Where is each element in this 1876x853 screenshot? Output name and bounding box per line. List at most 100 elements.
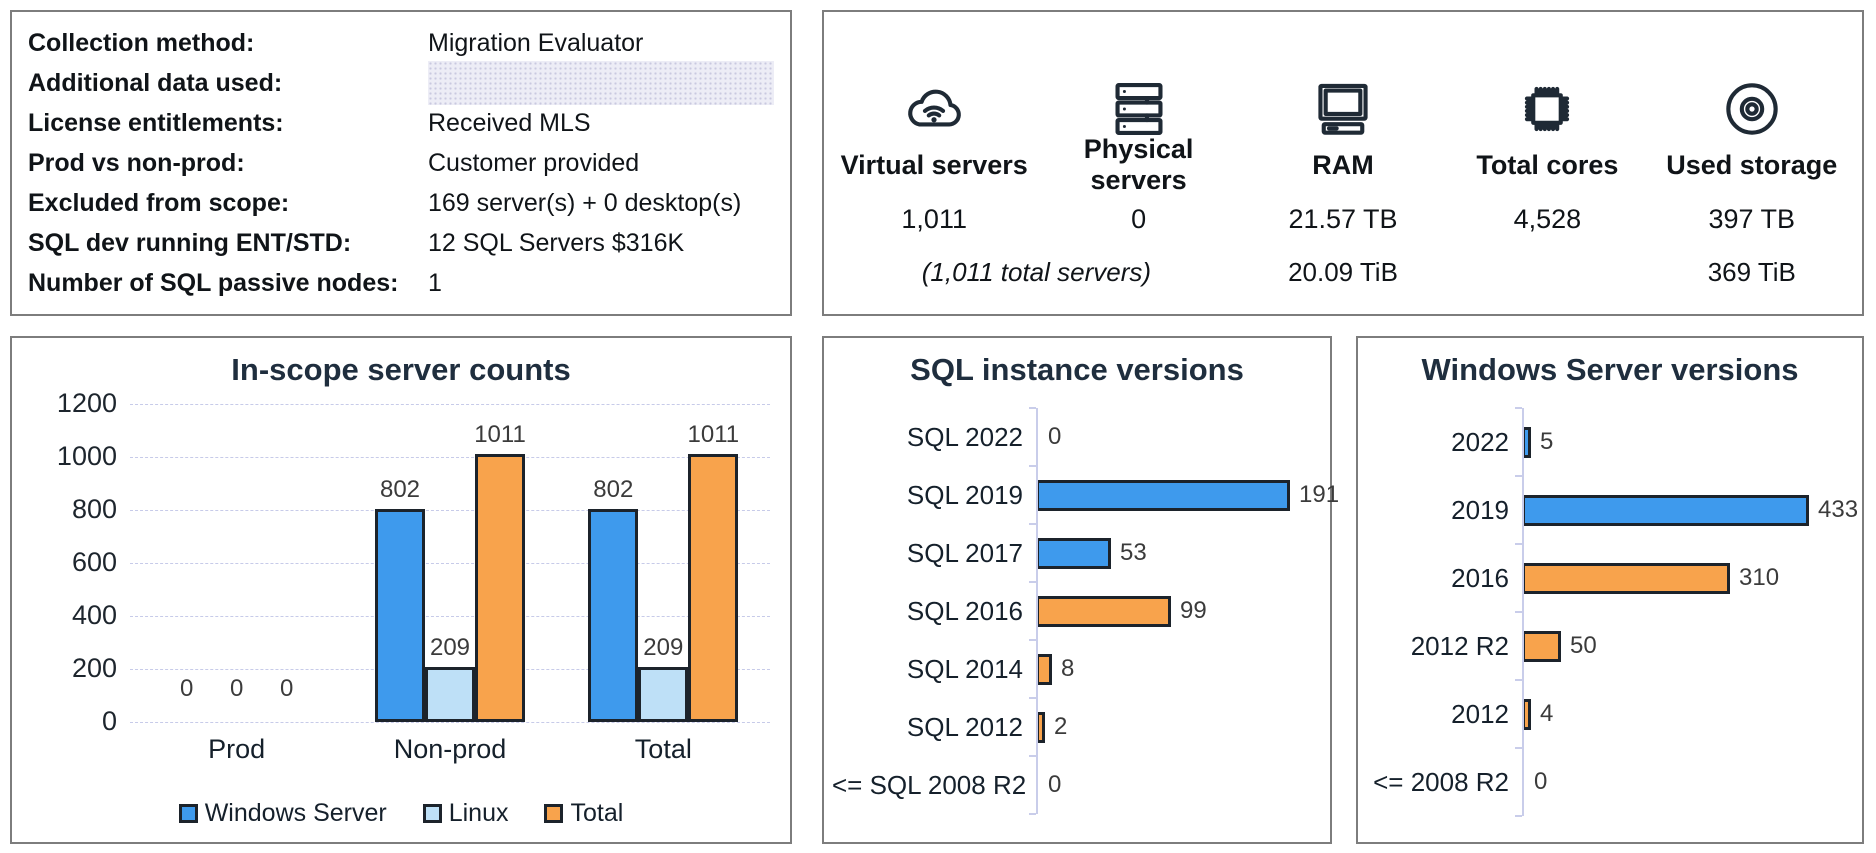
chart-row-2019: 2019 433: [1366, 476, 1858, 544]
bar-group-non-prod: 802 209 1011: [375, 404, 526, 722]
data-label: 209: [643, 634, 684, 661]
legend-label: Total: [570, 799, 624, 827]
bar-track: 191: [1036, 479, 1339, 511]
legend-item-linux: Linux: [422, 799, 508, 828]
bar-slot: 1011: [688, 404, 739, 722]
bar-track: 53: [1036, 537, 1326, 569]
chart-title: SQL instance versions: [910, 352, 1244, 387]
chart-row-sql-2022: SQL 2022 0: [832, 408, 1326, 466]
data-label: 191: [1299, 481, 1340, 508]
axis-tick: [1029, 465, 1036, 467]
info-label: Additional data used:: [28, 68, 283, 97]
bar: [1036, 595, 1171, 627]
data-label: 802: [593, 476, 634, 503]
category-label: 2012 R2: [1410, 630, 1509, 661]
category-label: 2019: [1451, 494, 1509, 525]
additional-data-highlight: [428, 61, 774, 105]
bar: [1036, 537, 1111, 569]
data-label: 0: [229, 675, 244, 702]
legend-label: Windows Server: [204, 799, 387, 827]
gridline: [130, 721, 770, 723]
info-row-prod-vs-nonprod: Prod vs non-prod: Customer provided: [28, 144, 774, 182]
gridline: [130, 403, 770, 405]
server-stack-icon: [1106, 76, 1172, 142]
bar-slot: 802: [588, 404, 639, 722]
bar-windows-server: [588, 509, 639, 722]
data-label: 0: [279, 675, 294, 702]
data-label: 0: [1048, 423, 1062, 450]
info-row-license-entitlements: License entitlements: Received MLS: [28, 104, 774, 142]
data-label: 310: [1739, 564, 1780, 591]
bar-slot: 802: [375, 404, 425, 722]
gridline: [130, 456, 770, 458]
gridline: [130, 615, 770, 617]
axis-tick: [1515, 815, 1522, 817]
chart-row-2012-r2: 2012 R2 50: [1366, 612, 1858, 680]
data-label: 0: [1534, 768, 1548, 795]
bar-group-total: 802 209 1011: [588, 404, 739, 722]
bar: [1522, 630, 1561, 662]
x-axis-category-label: Non-prod: [393, 734, 507, 764]
cpu-chip-icon: [1514, 76, 1580, 142]
plot-area: 0 200 400 600 800 1000 1200 0 0 0 Prod 802 209 1011 No…: [57, 388, 770, 764]
bar-track: 99: [1036, 595, 1326, 627]
y-axis-tick-label: 200: [71, 653, 117, 683]
chart-row-sql-2012: SQL 2012 2: [832, 698, 1326, 756]
info-value: Migration Evaluator: [428, 28, 644, 57]
physical-servers-label: Physical servers: [1083, 134, 1194, 195]
axis-tick: [1515, 475, 1522, 477]
category-label: SQL 2022: [906, 421, 1023, 452]
axis-tick: [1029, 581, 1036, 583]
category-axis: [1522, 408, 1524, 816]
info-row-sql-dev: SQL dev running ENT/STD: 12 SQL Servers …: [28, 224, 774, 262]
chart-row--sql-2008-r2: <= SQL 2008 R2 0: [832, 756, 1326, 814]
info-label: Prod vs non-prod:: [28, 148, 245, 177]
ram-tib-value: 20.09 TiB: [1288, 256, 1398, 287]
bar-total: [688, 454, 739, 722]
computer-icon: [1310, 76, 1376, 142]
chart-row-sql-2017: SQL 2017 53: [832, 524, 1326, 582]
chart-row-sql-2016: SQL 2016 99: [832, 582, 1326, 640]
bar: [1036, 479, 1290, 511]
legend-swatch-linux: [422, 804, 442, 823]
axis-tick: [1515, 611, 1522, 613]
info-row-collection-method: Collection method: Migration Evaluator: [28, 24, 774, 62]
bar-slot: 209: [638, 404, 689, 722]
bar-linux: [638, 667, 689, 722]
bar-slot: 1011: [474, 404, 526, 722]
gridline: [130, 562, 770, 564]
bar-track: 5: [1522, 426, 1858, 458]
bar-slot: 0: [162, 404, 212, 722]
data-label: 802: [379, 476, 421, 503]
bar-track: 0: [1522, 768, 1858, 796]
y-axis-tick-label: 800: [71, 494, 117, 524]
plot-area: 2022 5 2019 433 2016 310 2012 R2 50 2012 4 <= 2008…: [1366, 407, 1858, 817]
data-label: 53: [1120, 539, 1147, 566]
axis-tick: [1029, 697, 1036, 699]
info-row-excluded-from-scope: Excluded from scope: 169 server(s) + 0 d…: [28, 184, 774, 222]
chart-row--2008-r2: <= 2008 R2 0: [1366, 748, 1858, 816]
category-label: SQL 2014: [906, 653, 1023, 684]
x-axis-category-label: Prod: [208, 734, 266, 764]
data-label: 8: [1061, 655, 1075, 682]
data-label: 433: [1818, 496, 1859, 523]
bar-total: [475, 454, 525, 722]
data-label: 209: [429, 634, 471, 661]
chart-legend: Windows Server Linux Total: [12, 799, 790, 828]
axis-tick: [1515, 543, 1522, 545]
data-label: 99: [1180, 597, 1207, 624]
virtual-servers-label: Virtual servers: [840, 149, 1028, 180]
category-label: SQL 2017: [906, 537, 1023, 568]
info-row-additional-data: Additional data used:: [28, 61, 774, 105]
info-label: Number of SQL passive nodes:: [28, 268, 399, 297]
x-axis-category-label: Total: [634, 734, 692, 764]
category-label: 2016: [1451, 562, 1509, 593]
bar-slot: 0: [212, 404, 262, 722]
data-label: 4: [1540, 700, 1554, 727]
data-label: 5: [1540, 428, 1554, 455]
inventory-summary-panel: Virtual servers Physical servers RAM Tot…: [822, 10, 1864, 316]
chart-row-2016: 2016 310: [1366, 544, 1858, 612]
bar-linux: [425, 667, 475, 722]
collection-info-panel: Collection method: Migration Evaluator A…: [10, 10, 792, 316]
chart-title: Windows Server versions: [1421, 352, 1799, 387]
